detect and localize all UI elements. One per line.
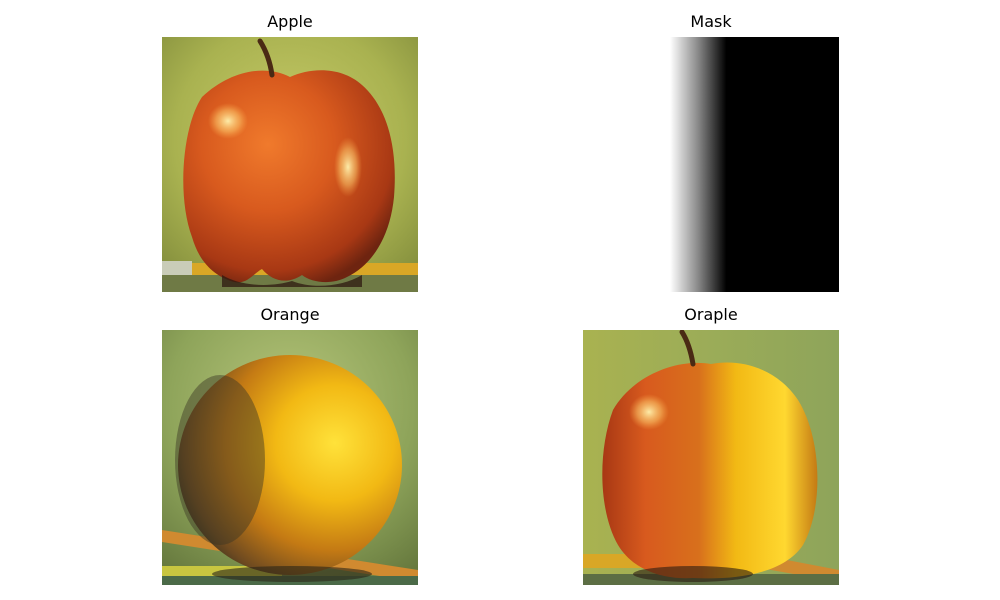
- mask-image: [583, 37, 839, 292]
- oraple-panel: Oraple: [583, 330, 839, 585]
- apple-panel: Apple: [162, 37, 418, 292]
- orange-panel: Orange: [162, 330, 418, 585]
- mask-panel: Mask: [583, 37, 839, 292]
- oraple-title: Oraple: [583, 304, 839, 326]
- mask-title: Mask: [583, 11, 839, 33]
- apple-title: Apple: [162, 11, 418, 33]
- orange-image: [162, 330, 418, 585]
- apple-image: [162, 37, 418, 292]
- oraple-image: [583, 330, 839, 585]
- orange-title: Orange: [162, 304, 418, 326]
